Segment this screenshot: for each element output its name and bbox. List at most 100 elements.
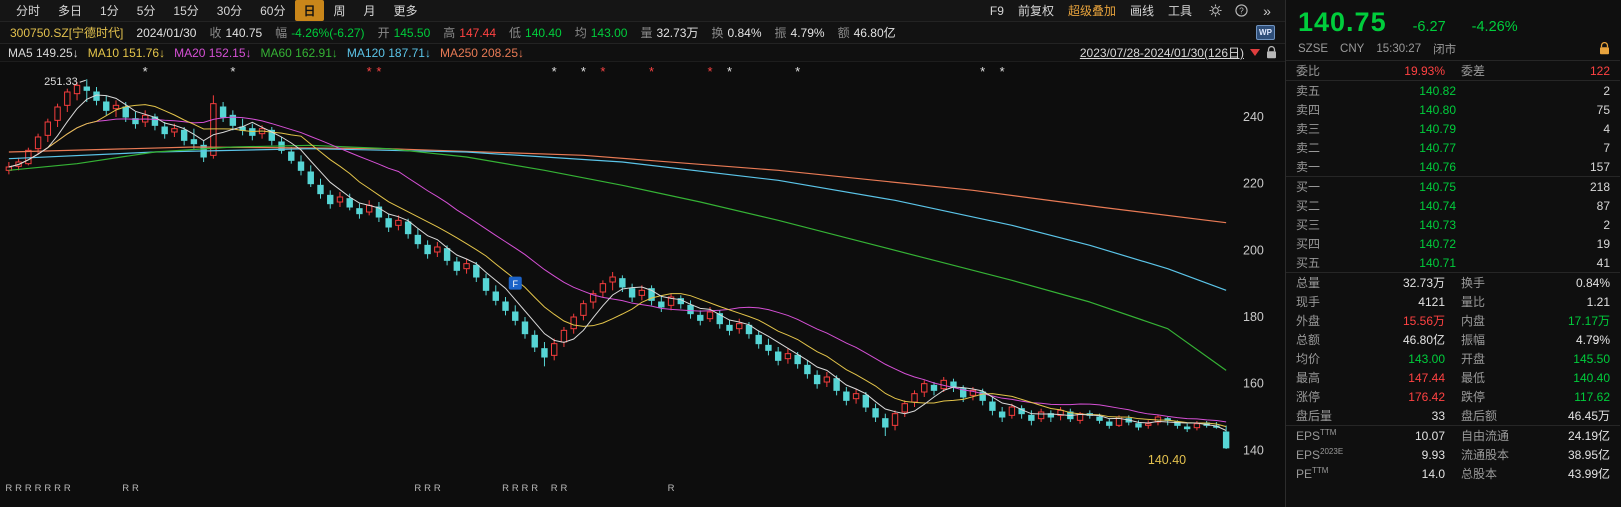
period-tab[interactable]: 周 [333,4,346,18]
svg-text:*: * [143,64,148,79]
exchange-label: SZSE [1298,42,1329,55]
chart-tools: F9 前复权 超级叠加 画线 工具 ? » [983,2,1277,20]
order-quantity: 19 [1596,236,1610,251]
period-tab[interactable]: 15分 [173,4,199,18]
last-price: 140.75 [1298,7,1387,37]
period-tab[interactable]: 日 [295,0,324,21]
period-tab[interactable]: 月 [363,4,376,18]
svg-text:R: R [512,483,519,494]
ask-row[interactable]: 卖三 140.79 4 [1286,119,1620,138]
fundamental-value: 43.99亿 [1567,467,1610,481]
stat-row: 总量 32.73万 换手 0.84% [1286,273,1620,292]
f-flag-marker[interactable]: F [508,276,522,290]
order-price: 140.73 [1419,217,1456,232]
period-tab[interactable]: 1分 [100,4,119,18]
order-price: 140.72 [1419,236,1456,251]
period-tab[interactable]: 60分 [260,4,286,18]
quote-field-value: 143.00 [590,26,628,40]
svg-text:R: R [132,483,139,494]
price-annotations: 251.33 140.40 [44,76,1186,467]
toolbar-button[interactable]: 超级叠加 [1067,4,1116,18]
bid-row[interactable]: 买四 140.72 19 [1286,234,1620,253]
price-axis: 240 220 200 180 160 140 [1243,110,1264,457]
gear-icon[interactable] [1205,2,1225,20]
quote-field: 振 4.79% [775,24,825,41]
bid-row[interactable]: 买三 140.73 2 [1286,215,1620,234]
svg-text:220: 220 [1243,177,1264,191]
svg-text:R: R [64,483,71,494]
help-icon[interactable]: ? [1231,2,1251,20]
bid-row[interactable]: 买五 140.71 41 [1286,253,1620,272]
divider [1286,425,1620,426]
svg-text:R: R [44,483,51,494]
svg-text:*: * [649,64,654,79]
lock-icon[interactable] [1266,46,1277,59]
svg-text:*: * [581,64,586,79]
stat-row: 均价 143.00 开盘 145.50 [1286,349,1620,368]
order-price: 140.79 [1419,121,1456,136]
quote-field-value: 4.79% [790,26,825,40]
fundamental-label: PETTM [1296,466,1329,481]
order-price: 140.75 [1419,179,1456,194]
ask-levels: 卖五 140.82 2 卖四 140.80 75 卖三 140.79 4 卖二 140.77 7 卖一 1… [1286,81,1620,176]
stat-label: 内盘 [1461,314,1486,328]
toolbar-button[interactable]: 前复权 [1017,4,1054,18]
tool-buttons: F9 前复权 超级叠加 画线 工具 [983,2,1199,19]
period-tabs: 分时 多日 1分 5分 15分 30分 60分日周 月 更多 [8,0,426,21]
order-level-label: 卖四 [1296,103,1321,117]
order-level-label: 买二 [1296,199,1321,213]
stat-value: 17.17万 [1567,314,1610,328]
fundamental-stats: EPSTTM 10.07 自由流通 24.19亿 EPS2023E 9.93 流通股本 38.… [1286,426,1620,483]
quote-field-value: 147.44 [459,26,496,40]
date-range-link[interactable]: 2023/07/28-2024/01/30(126日) [1079,46,1244,60]
order-quantity: 87 [1596,198,1610,213]
ask-row[interactable]: 卖一 140.76 157 [1286,157,1620,176]
order-level-label: 卖二 [1296,141,1321,155]
stock-symbol[interactable]: 300750.SZ[宁德时代] [10,26,124,40]
svg-text:R: R [54,483,61,494]
bid-row[interactable]: 买二 140.74 87 [1286,196,1620,215]
ma-indicator-bar: MA5 149.25↓ MA10 151.76↓ MA20 152.15↓ MA60 … [0,44,1285,62]
order-level-label: 卖三 [1296,122,1321,136]
stat-value: 140.40 [1573,370,1610,385]
period-tab[interactable]: 多日 [58,4,83,18]
stat-value: 143.00 [1408,351,1445,366]
stat-label: 换手 [1461,276,1486,290]
ma-label: MA60 162.91↓ [260,45,338,60]
toolbar-button[interactable]: 工具 [1167,4,1192,18]
toolbar-button[interactable]: F9 [989,3,1004,18]
ask-row[interactable]: 卖二 140.77 7 [1286,138,1620,157]
order-quantity: 2 [1603,83,1610,98]
svg-text:R: R [15,483,22,494]
period-tab[interactable]: 分时 [16,4,41,18]
svg-text:R: R [522,483,529,494]
wp-badge[interactable]: WP [1256,25,1275,40]
panel-lock-icon[interactable] [1599,42,1610,55]
stat-label: 量比 [1461,295,1486,309]
toolbar-button[interactable]: 画线 [1129,4,1154,18]
divider [1286,80,1620,81]
quote-field: 收 140.75 [209,24,262,41]
period-tab[interactable]: 更多 [393,4,418,18]
quote-stats: 总量 32.73万 换手 0.84% 现手 4121 量比 1.21 外盘 15.56万 内盘 17.… [1286,273,1620,425]
price-change: -6.27 [1412,19,1446,35]
svg-text:*: * [1000,64,1005,79]
quote-time: 15:30:27 [1376,42,1422,55]
period-tab[interactable]: 30分 [216,4,243,18]
svg-text:R: R [531,483,538,494]
bid-row[interactable]: 买一 140.75 218 [1286,177,1620,196]
quote-fields: 收 140.75 幅 -4.26%(-6.27) 开 145.50 高 147.44 低 140.… [209,24,895,41]
range-dropdown-icon[interactable] [1250,49,1260,56]
quote-field-value: -4.26%(-6.27) [291,26,365,40]
stat-row: 外盘 15.56万 内盘 17.17万 [1286,311,1620,330]
svg-text:R: R [5,483,12,494]
ask-row[interactable]: 卖四 140.80 75 [1286,100,1620,119]
chevrons-right-icon[interactable]: » [1263,2,1271,19]
svg-text:*: * [980,64,985,79]
quote-info-bar: 300750.SZ[宁德时代] 2024/01/30 收 140.75 幅 -4.26… [0,22,1285,44]
quote-field-value: 140.75 [225,26,263,40]
ask-row[interactable]: 卖五 140.82 2 [1286,81,1620,100]
period-tab[interactable]: 5分 [136,4,156,18]
